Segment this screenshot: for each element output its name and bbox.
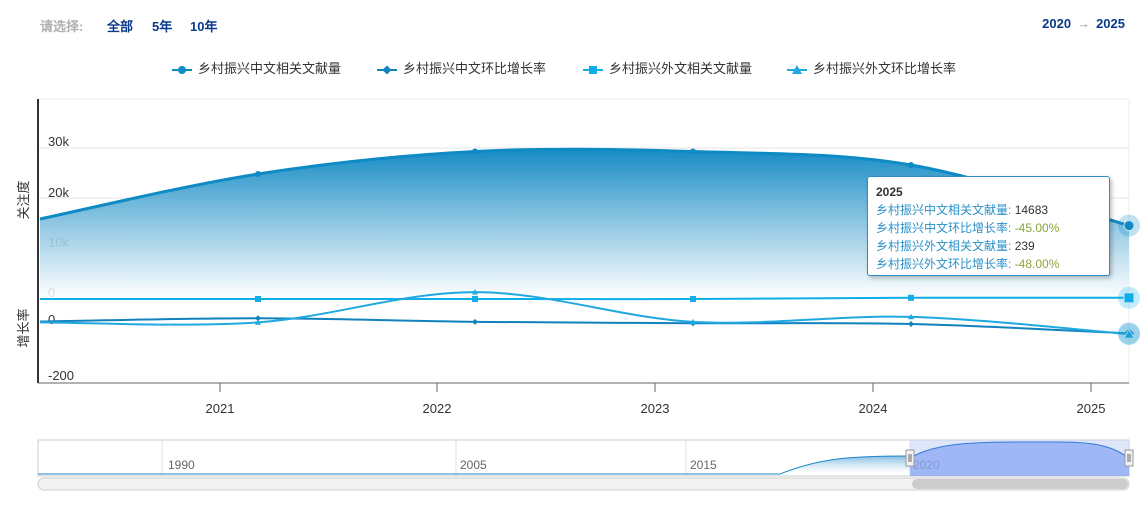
tooltip-key: 乡村振兴外文环比增长率: bbox=[876, 257, 1012, 271]
diamond-marker-icon bbox=[377, 64, 397, 76]
tooltip-row: 乡村振兴中文相关文献量: 14683 bbox=[876, 201, 1109, 219]
y2-tick-label: -200 bbox=[48, 368, 74, 383]
series-line-3 bbox=[40, 296, 1130, 301]
y2-axis: 0 -200 增长率 bbox=[16, 308, 74, 383]
x-tick-label: 2023 bbox=[641, 401, 670, 416]
legend-label: 乡村振兴外文相关文献量 bbox=[609, 61, 753, 76]
tooltip-value: 14683 bbox=[1014, 203, 1049, 217]
navigator-handle-right[interactable] bbox=[1124, 449, 1134, 467]
tooltip-value: -45.00% bbox=[1014, 221, 1060, 235]
data-point bbox=[690, 318, 696, 325]
legend-label: 乡村振兴中文相关文献量 bbox=[198, 61, 342, 76]
filter-label: 请选择: bbox=[40, 19, 84, 34]
range-all-button[interactable]: 全部 bbox=[107, 19, 134, 34]
data-point bbox=[472, 296, 478, 302]
data-point bbox=[472, 318, 478, 325]
x-tick-label: 2022 bbox=[423, 401, 452, 416]
y1-axis-label: 关注度 bbox=[16, 180, 31, 219]
y2-tick-label: 0 bbox=[48, 312, 55, 327]
y2-axis-label: 增长率 bbox=[16, 308, 31, 347]
data-point bbox=[1123, 328, 1135, 339]
year-to[interactable]: 2025 bbox=[1096, 16, 1125, 31]
chart-tooltip: 2025 乡村振兴中文相关文献量: 14683 乡村振兴中文环比增长率: -45… bbox=[867, 176, 1110, 276]
tooltip-key: 乡村振兴中文环比增长率: bbox=[876, 221, 1012, 235]
tooltip-key: 乡村振兴外文相关文献量: bbox=[876, 239, 1012, 253]
tooltip-row: 乡村振兴中文环比增长率: -45.00% bbox=[876, 219, 1109, 237]
tooltip-title: 2025 bbox=[876, 185, 903, 199]
navigator-series-line bbox=[38, 455, 911, 475]
series-area-fill bbox=[40, 149, 1129, 299]
navigator[interactable]: 1990 2005 2015 2020 bbox=[37, 439, 1134, 477]
series-line-1 bbox=[39, 147, 1130, 228]
data-point bbox=[255, 315, 261, 322]
data-point bbox=[472, 289, 478, 295]
series-group bbox=[39, 147, 1135, 339]
x-tick-label: 2024 bbox=[859, 401, 888, 416]
triangle-marker-icon bbox=[787, 64, 807, 76]
x-axis: 2021 2022 2023 2024 2025 bbox=[206, 383, 1106, 416]
y1-tick-label: 20k bbox=[48, 185, 69, 200]
square-marker-icon bbox=[583, 64, 603, 76]
hover-halo bbox=[1118, 214, 1140, 237]
navigator-series-area bbox=[38, 456, 910, 474]
tooltip-value: 239 bbox=[1014, 239, 1035, 253]
tooltip-value: -48.00% bbox=[1014, 257, 1060, 271]
data-point bbox=[690, 148, 696, 155]
tooltip-key: 乡村振兴中文相关文献量: bbox=[876, 203, 1012, 217]
data-point bbox=[1123, 292, 1135, 304]
legend-label: 乡村振兴中文环比增长率 bbox=[403, 61, 547, 76]
x-tick-label: 2021 bbox=[206, 401, 235, 416]
legend-item-series-3[interactable]: 乡村振兴外文相关文献量 bbox=[583, 58, 752, 77]
arrow-right-icon: → bbox=[1077, 16, 1091, 31]
x-tick-label: 2025 bbox=[1077, 401, 1106, 416]
data-point bbox=[255, 319, 261, 325]
hover-halo bbox=[1118, 322, 1140, 345]
data-point bbox=[690, 296, 696, 302]
range-5y-button[interactable]: 5年 bbox=[152, 19, 173, 34]
legend-item-series-2[interactable]: 乡村振兴中文环比增长率 bbox=[377, 58, 546, 77]
data-point bbox=[255, 171, 261, 177]
navigator-selected-area bbox=[910, 441, 1129, 476]
tooltip-row: 乡村振兴外文相关文献量: 239 bbox=[876, 237, 1109, 255]
hover-halo bbox=[1118, 286, 1140, 309]
scrollbar-track[interactable] bbox=[37, 477, 1130, 491]
chart-legend: 乡村振兴中文相关文献量 乡村振兴中文环比增长率 乡村振兴外文相关文献量 乡村振兴… bbox=[0, 58, 1141, 80]
series-line-2 bbox=[39, 317, 1130, 335]
navigator-label: 1990 bbox=[168, 458, 195, 472]
legend-item-series-1[interactable]: 乡村振兴中文相关文献量 bbox=[172, 58, 341, 77]
navigator-label: 2005 bbox=[460, 458, 487, 472]
toolbar: 请选择: 全部 5年 10年 2020 → 2025 bbox=[0, 0, 1141, 46]
year-from[interactable]: 2020 bbox=[1042, 16, 1072, 31]
tooltip-row: 乡村振兴外文环比增长率: -48.00% bbox=[876, 255, 1109, 273]
navigator-label: 2015 bbox=[690, 458, 717, 472]
navigator-handle-left[interactable] bbox=[905, 449, 915, 467]
hover-markers bbox=[1118, 214, 1140, 346]
data-point bbox=[1123, 220, 1135, 232]
year-range: 2020 → 2025 bbox=[1042, 16, 1125, 31]
data-point bbox=[908, 162, 914, 168]
navigator-selected-line bbox=[909, 441, 1130, 459]
hover-halo bbox=[1118, 323, 1140, 346]
data-point bbox=[472, 148, 478, 155]
legend-item-series-4[interactable]: 乡村振兴外文环比增长率 bbox=[787, 58, 956, 77]
scrollbar-thumb[interactable] bbox=[912, 479, 1128, 489]
y1-tick-label: 30k bbox=[48, 134, 69, 149]
data-point bbox=[908, 294, 914, 301]
data-point bbox=[908, 313, 914, 320]
circle-marker-icon bbox=[172, 64, 192, 76]
data-point bbox=[255, 296, 261, 302]
data-point bbox=[908, 321, 914, 328]
legend-label: 乡村振兴外文环比增长率 bbox=[813, 61, 957, 76]
range-10y-button[interactable]: 10年 bbox=[190, 19, 218, 34]
series-line-4 bbox=[39, 291, 1130, 336]
